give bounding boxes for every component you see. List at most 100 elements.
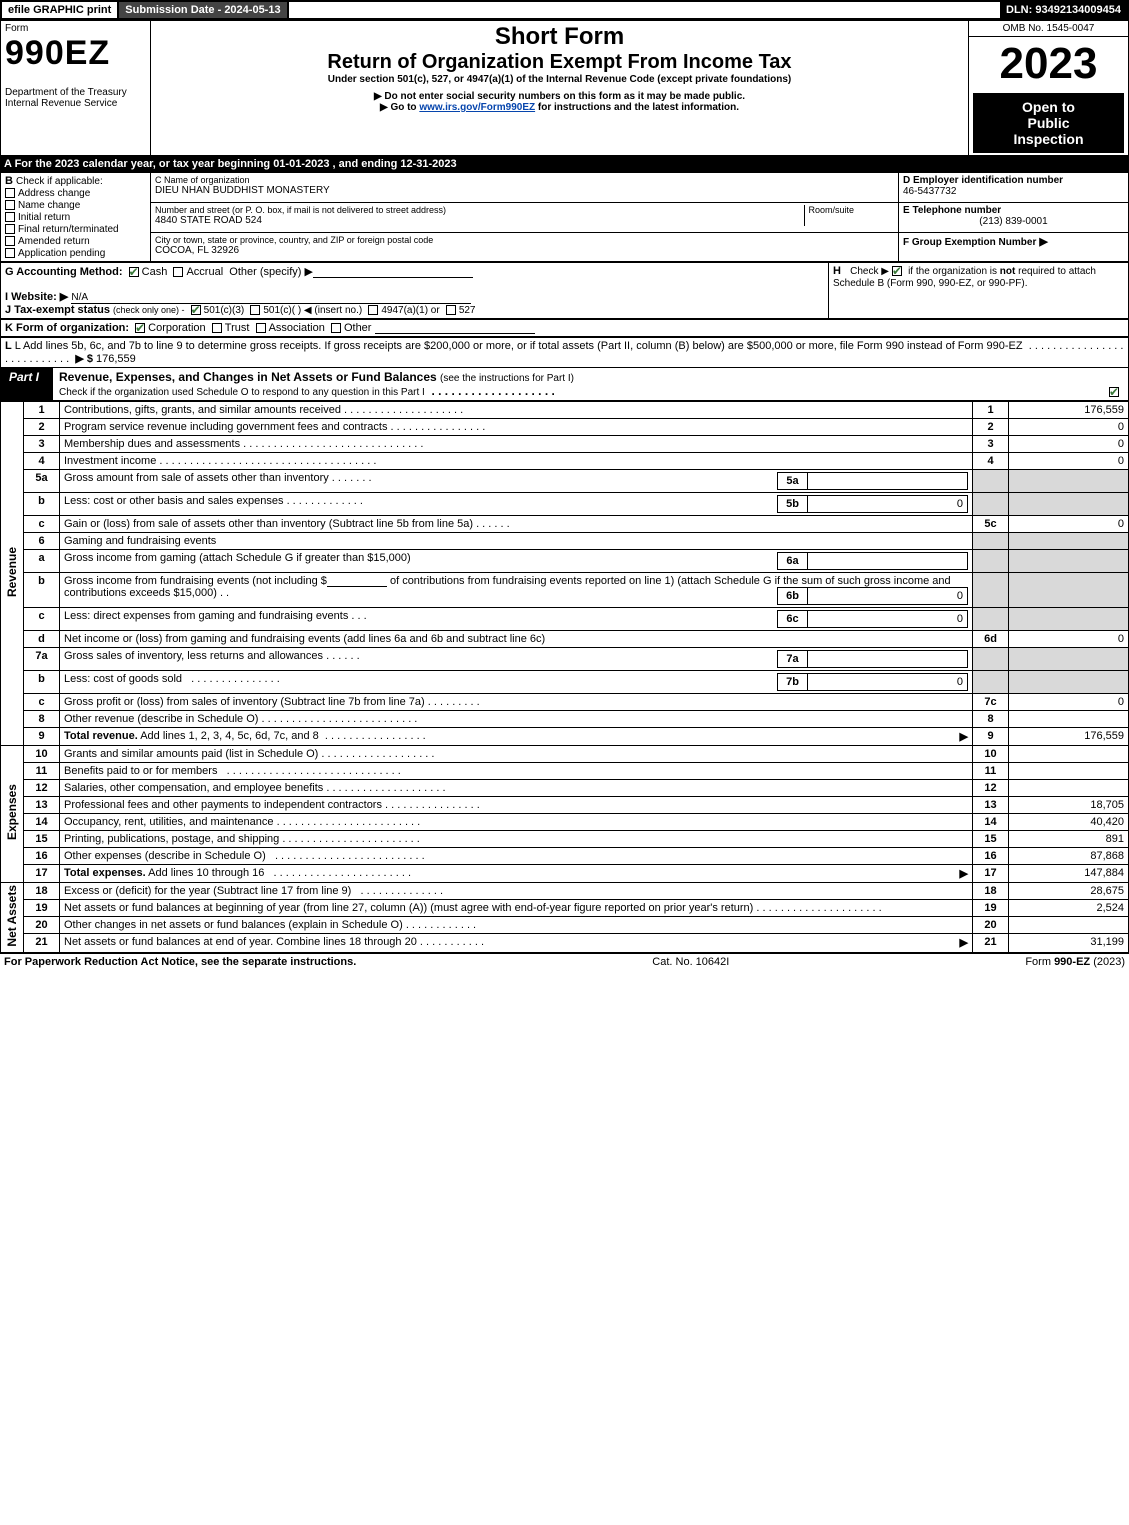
top-bar: efile GRAPHIC print Submission Date - 20… (0, 0, 1129, 20)
l-table: L L Add lines 5b, 6c, and 7b to line 9 t… (0, 337, 1129, 368)
k-label: K Form of organization: (5, 322, 129, 334)
j-sub: (check only one) - (113, 305, 185, 315)
ln-6-desc: Gaming and fundraising events (60, 533, 973, 550)
ln-8-num: 8 (24, 711, 60, 728)
ln-7c-no: 7c (973, 694, 1009, 711)
ln-6d-no: 6d (973, 631, 1009, 648)
ln-17-arrow: ▶ (960, 867, 968, 880)
cb-501c[interactable] (250, 305, 260, 315)
opt-cash: Cash (142, 266, 168, 278)
ln-9-amt: 176,559 (1009, 728, 1129, 746)
revenue-rot: Revenue (1, 402, 24, 746)
ln-16-desc: Other expenses (describe in Schedule O) … (60, 848, 973, 865)
ln-7c-num: c (24, 694, 60, 711)
ln-18-amt: 28,675 (1009, 883, 1129, 900)
cb-501c3[interactable] (191, 305, 201, 315)
phone: (213) 839-0001 (903, 216, 1124, 227)
cb-amended-return[interactable] (5, 236, 15, 246)
ln-4-amt: 0 (1009, 453, 1129, 470)
cb-application-pending[interactable] (5, 248, 15, 258)
ln-15-amt: 891 (1009, 831, 1129, 848)
cb-4947[interactable] (368, 305, 378, 315)
cb-cash[interactable] (129, 267, 139, 277)
ln-21-desc: Net assets or fund balances at end of ye… (60, 934, 973, 952)
c-name-label: C Name of organization (155, 175, 894, 185)
cb-schedule-b[interactable] (892, 266, 902, 276)
ln-11-num: 11 (24, 763, 60, 780)
ln-1-desc: Contributions, gifts, grants, and simila… (60, 402, 973, 419)
ln-1-no: 1 (973, 402, 1009, 419)
ln-7b-num: b (24, 671, 60, 694)
opt-application-pending: Application pending (18, 248, 105, 259)
6b-blank[interactable] (327, 575, 387, 587)
ln-16-num: 16 (24, 848, 60, 865)
year-cell: 2023 Open to Public Inspection (969, 37, 1129, 156)
cb-schedule-o-part1[interactable] (1109, 387, 1119, 397)
cb-address-change[interactable] (5, 188, 15, 198)
ln-5c-no: 5c (973, 516, 1009, 533)
ln-5b-amt (1009, 493, 1129, 516)
opt-501c3: 501(c)(3) (204, 305, 245, 316)
tax-year: 2023 (973, 39, 1124, 89)
part1-tab: Part I (1, 368, 53, 400)
g-label: G Accounting Method: (5, 266, 123, 278)
efile-print[interactable]: efile GRAPHIC print (2, 2, 119, 18)
footer-right: Form 990-EZ (2023) (1025, 956, 1125, 968)
ln-9-desc: Total revenue. Add lines 1, 2, 3, 4, 5c,… (60, 728, 973, 746)
ln-16-amt: 87,868 (1009, 848, 1129, 865)
ln-6a-num: a (24, 550, 60, 573)
cb-trust[interactable] (212, 323, 222, 333)
ln-6c-num: c (24, 608, 60, 631)
ln-7a-no (973, 648, 1009, 671)
ln-4-desc: Investment income . . . . . . . . . . . … (60, 453, 973, 470)
cb-name-change[interactable] (5, 200, 15, 210)
ln-21-amt: 31,199 (1009, 934, 1129, 952)
ln-12-num: 12 (24, 780, 60, 797)
l-arrow: ▶ $ (75, 353, 93, 365)
sub-7a-amt (808, 651, 968, 668)
ln-1-amt: 176,559 (1009, 402, 1129, 419)
expenses-rot: Expenses (1, 746, 24, 883)
cb-final-return[interactable] (5, 224, 15, 234)
ln-6c-desc: Less: direct expenses from gaming and fu… (60, 608, 973, 631)
cb-other-org[interactable] (331, 323, 341, 333)
cb-initial-return[interactable] (5, 212, 15, 222)
sub-7b-amt: 0 (808, 674, 968, 691)
other-org-line[interactable] (375, 322, 535, 334)
ln-7c-amt: 0 (1009, 694, 1129, 711)
sub-6c: 6c (778, 611, 808, 628)
i-label: I Website: ▶ (5, 291, 68, 303)
ln-12-amt (1009, 780, 1129, 797)
dept-irs: Internal Revenue Service (5, 98, 146, 109)
form-number: 990EZ (5, 34, 146, 73)
ln-5c-amt: 0 (1009, 516, 1129, 533)
opt-initial-return: Initial return (18, 212, 70, 223)
cb-accrual[interactable] (173, 267, 183, 277)
ln-11-amt (1009, 763, 1129, 780)
cb-corporation[interactable] (135, 323, 145, 333)
title-cell: Short Form Return of Organization Exempt… (151, 21, 969, 156)
ln-6-num: 6 (24, 533, 60, 550)
ln-6b-desc: Gross income from fundraising events (no… (60, 573, 973, 608)
ln-15-desc: Printing, publications, postage, and shi… (60, 831, 973, 848)
dln: DLN: 93492134009454 (1000, 2, 1127, 18)
b-label: B (5, 175, 13, 187)
cb-527[interactable] (446, 305, 456, 315)
ln-17-amt: 147,884 (1009, 865, 1129, 883)
irs-link[interactable]: www.irs.gov/Form990EZ (419, 102, 535, 113)
sub-7a: 7a (778, 651, 808, 668)
ln-7a-desc: Gross sales of inventory, less returns a… (60, 648, 973, 671)
form-id-cell: Form 990EZ Department of the Treasury In… (1, 21, 151, 156)
ln-5b-num: b (24, 493, 60, 516)
d-label: D Employer identification number (903, 175, 1124, 186)
ln-10-desc: Grants and similar amounts paid (list in… (60, 746, 973, 763)
line-a: A For the 2023 calendar year, or tax yea… (0, 156, 1129, 172)
e-label: E Telephone number (903, 205, 1124, 216)
form-label: Form (5, 23, 146, 34)
section-g: G Accounting Method: Cash Accrual Other … (1, 263, 829, 319)
cb-association[interactable] (256, 323, 266, 333)
ln-17-desc: Total expenses. Add lines 10 through 16 … (60, 865, 973, 883)
other-specify-line[interactable] (313, 266, 473, 278)
city-cell: City or town, state or province, country… (151, 233, 899, 262)
ln-10-no: 10 (973, 746, 1009, 763)
